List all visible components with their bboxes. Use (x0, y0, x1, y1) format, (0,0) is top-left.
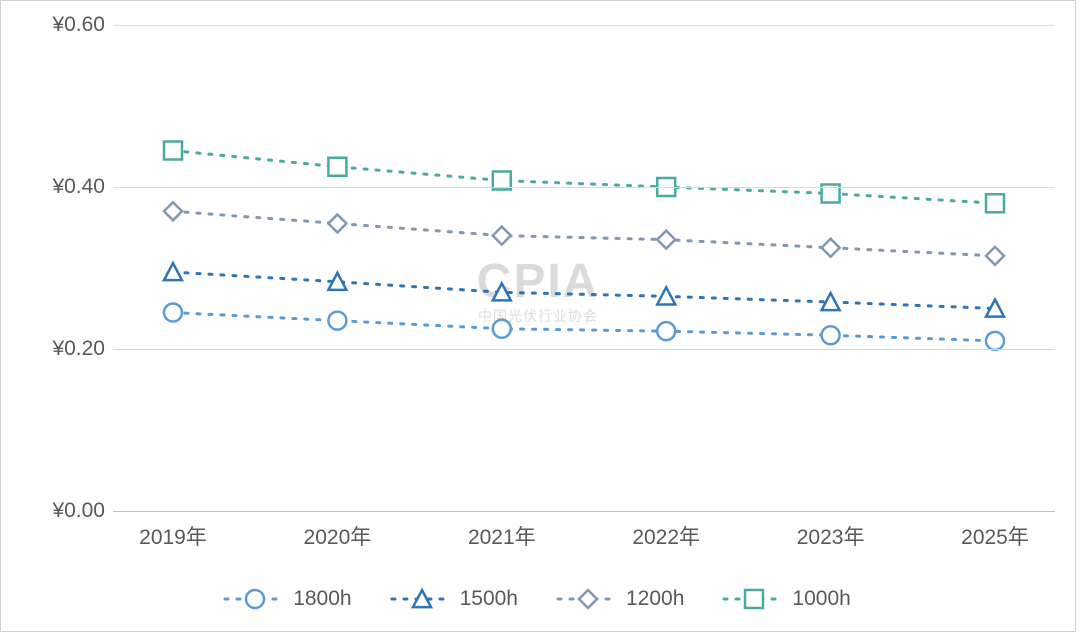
series-1000h (164, 142, 1004, 213)
chart-svg (113, 25, 1055, 511)
data-marker (986, 194, 1004, 212)
data-marker (657, 231, 675, 249)
data-marker (164, 202, 182, 220)
data-marker (493, 227, 511, 245)
legend-swatch (225, 589, 285, 609)
legend-label: 1800h (293, 587, 351, 611)
legend-swatch (558, 589, 618, 609)
y-tick-label: ¥0.40 (52, 175, 105, 199)
legend-swatch (724, 589, 784, 609)
gridline (113, 25, 1055, 26)
plot-area: ¥0.00¥0.20¥0.40¥0.602019年2020年2021年2022年… (113, 25, 1055, 511)
legend-item-1500h: 1500h (392, 587, 518, 611)
legend-item-1800h: 1800h (225, 587, 351, 611)
data-marker (822, 239, 840, 257)
y-tick-label: ¥0.60 (52, 13, 105, 37)
y-tick-label: ¥0.20 (52, 337, 105, 361)
gridline (113, 349, 1055, 350)
data-marker (164, 304, 182, 322)
data-marker (328, 312, 346, 330)
data-marker (986, 332, 1004, 350)
x-tick-label: 2025年 (961, 521, 1029, 551)
gridline (113, 187, 1055, 188)
data-marker (657, 322, 675, 340)
x-tick-label: 2023年 (797, 521, 865, 551)
x-tick-label: 2020年 (304, 521, 372, 551)
legend-item-1000h: 1000h (724, 587, 850, 611)
y-tick-label: ¥0.00 (52, 499, 105, 523)
series-1200h (164, 202, 1004, 265)
data-marker (328, 214, 346, 232)
legend-label: 1500h (460, 587, 518, 611)
data-marker (328, 158, 346, 176)
chart-container: CPIA 中国光伏行业协会 ¥0.00¥0.20¥0.40¥0.602019年2… (0, 0, 1076, 632)
gridline (113, 511, 1055, 512)
data-marker (164, 263, 182, 280)
x-tick-label: 2022年 (632, 521, 700, 551)
legend-label: 1000h (792, 587, 850, 611)
x-tick-label: 2019年 (139, 521, 207, 551)
data-marker (986, 247, 1004, 265)
legend-item-1200h: 1200h (558, 587, 684, 611)
data-marker (657, 287, 675, 304)
series-1800h (164, 304, 1004, 350)
series-1500h (164, 263, 1004, 317)
legend-label: 1200h (626, 587, 684, 611)
data-marker (493, 320, 511, 338)
x-tick-label: 2021年 (468, 521, 536, 551)
legend: 1800h 1500h 1200h 1000h (1, 587, 1075, 611)
legend-swatch (392, 589, 452, 609)
data-marker (822, 326, 840, 344)
data-marker (164, 142, 182, 160)
